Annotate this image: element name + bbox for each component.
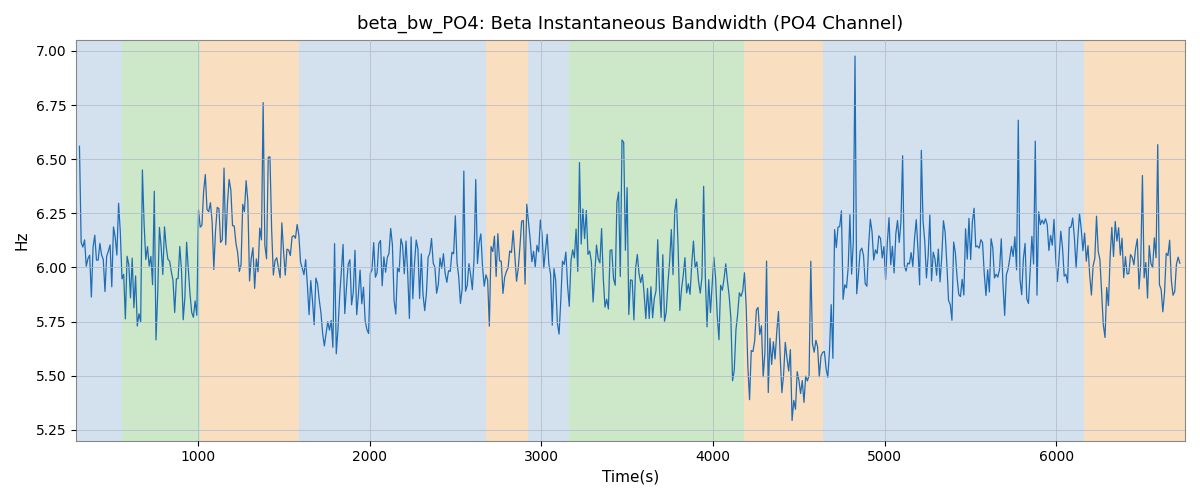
Bar <box>744 40 823 440</box>
Bar <box>486 40 528 440</box>
X-axis label: Time(s): Time(s) <box>602 470 659 485</box>
Title: beta_bw_PO4: Beta Instantaneous Bandwidth (PO4 Channel): beta_bw_PO4: Beta Instantaneous Bandwidt… <box>358 15 904 34</box>
Bar <box>528 40 569 440</box>
Bar <box>199 40 299 440</box>
Bar <box>823 40 1084 440</box>
Bar <box>569 40 744 440</box>
Bar <box>121 40 199 440</box>
Bar <box>299 40 486 440</box>
Bar <box>1084 40 1186 440</box>
Bar <box>76 40 121 440</box>
Y-axis label: Hz: Hz <box>14 230 30 250</box>
